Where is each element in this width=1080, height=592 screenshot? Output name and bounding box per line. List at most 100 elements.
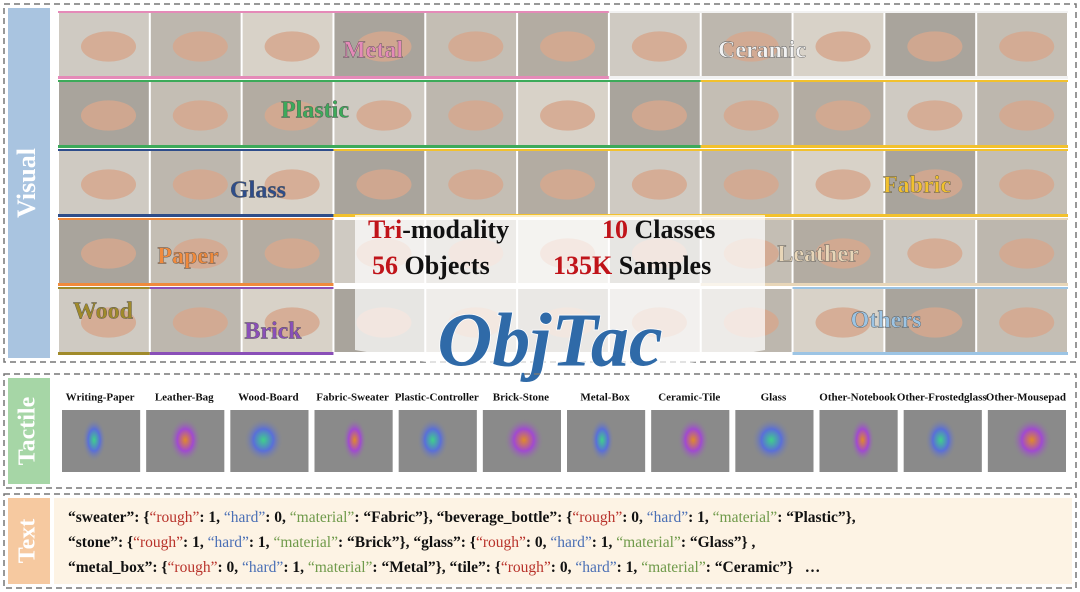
token: : 1, xyxy=(688,509,713,526)
stat-highlight: 135K xyxy=(553,251,613,280)
hand xyxy=(723,169,779,200)
token: : { xyxy=(118,534,133,551)
token: : { xyxy=(152,559,167,576)
token: : 0, xyxy=(551,559,576,576)
token: : { xyxy=(557,509,572,526)
hand xyxy=(264,100,320,131)
token: : “Plastic”}, xyxy=(777,509,856,526)
panel-label: Text xyxy=(15,519,41,563)
class-bar xyxy=(700,145,1068,148)
token: “rough” xyxy=(501,559,551,576)
token: : 1, xyxy=(183,534,208,551)
sample-label: Fabric-Sweater xyxy=(316,392,389,404)
hand xyxy=(815,100,871,131)
dataset-title: ObjTac xyxy=(437,298,662,382)
hand xyxy=(999,31,1055,62)
token: “beverage_bottle” xyxy=(437,509,558,526)
token: : { xyxy=(134,509,149,526)
token: “rough” xyxy=(572,509,622,526)
token: : “Metal”}, xyxy=(372,559,449,576)
class-bar xyxy=(58,283,334,286)
hand xyxy=(172,307,228,338)
tactile-blob xyxy=(677,418,710,462)
class-bar xyxy=(700,283,1068,286)
class-label: Metal xyxy=(343,38,403,64)
hand xyxy=(448,100,504,131)
class-bar xyxy=(58,76,609,79)
stat: 10 Classes xyxy=(602,215,715,244)
hand xyxy=(540,169,596,200)
token: : 1, xyxy=(592,534,617,551)
hand xyxy=(448,31,504,62)
hand xyxy=(448,169,504,200)
token: “material” xyxy=(290,509,355,526)
hand xyxy=(815,169,871,200)
class-bar xyxy=(700,218,1068,220)
class-bar xyxy=(58,11,609,13)
sample-label: Other-Mousepad xyxy=(986,392,1066,404)
hand xyxy=(815,307,871,338)
stat: Tri-modality xyxy=(368,215,509,244)
class-bar xyxy=(58,80,701,82)
hand xyxy=(907,169,963,200)
token: “rough” xyxy=(476,534,526,551)
tactile-samples: Writing-Paper Leather-Bag Wood-Board Fabric… xyxy=(62,392,1066,472)
hand xyxy=(907,100,963,131)
class-bar xyxy=(58,214,334,217)
class-label: Fabric xyxy=(883,173,951,199)
class-bar xyxy=(149,352,334,355)
hand xyxy=(631,100,687,131)
tactile-strip xyxy=(8,378,50,484)
hand xyxy=(80,100,137,131)
stat-highlight: 10 xyxy=(602,215,628,244)
token: “metal_box” xyxy=(68,559,153,576)
class-bar xyxy=(58,287,150,289)
visual-strip xyxy=(8,8,50,358)
class-labels: Metal Ceramic Plastic Glass Fabric Paper Leath… xyxy=(73,37,952,344)
stat-text: Classes xyxy=(628,215,715,244)
class-bar xyxy=(58,149,334,151)
token: : “Ceramic”} … xyxy=(706,559,821,576)
tactile-blob xyxy=(924,418,957,462)
panel-label: Tactile xyxy=(15,396,41,465)
token: “hard” xyxy=(224,509,265,526)
token: “glass” xyxy=(413,534,461,551)
hand xyxy=(172,100,228,131)
token: : “Fabric”}, xyxy=(354,509,436,526)
class-bar xyxy=(792,287,1068,289)
overlay xyxy=(355,215,765,385)
token: : 0, xyxy=(526,534,551,551)
class-bar xyxy=(58,218,334,220)
sample-label: Other-Notebook xyxy=(819,392,896,404)
token: “rough” xyxy=(168,559,218,576)
token: “rough” xyxy=(133,534,183,551)
hand xyxy=(999,307,1055,338)
token: “material” xyxy=(308,559,373,576)
class-label: Ceramic xyxy=(718,38,806,64)
sample-label: Writing-Paper xyxy=(66,392,135,404)
stat: 56 Objects xyxy=(372,251,490,280)
hand xyxy=(999,100,1055,131)
text-line: “stone”: {“rough”: 1, “hard”: 1, “materi… xyxy=(68,534,756,551)
hand xyxy=(264,31,320,62)
hand xyxy=(356,100,412,131)
token: “hard” xyxy=(242,559,283,576)
token: “material” xyxy=(713,509,778,526)
class-label: Plastic xyxy=(281,98,349,124)
text-line: “sweater”: {“rough”: 1, “hard”: 0, “mate… xyxy=(68,509,856,526)
token: : 1, xyxy=(199,509,224,526)
text-panel xyxy=(3,493,1077,589)
hand xyxy=(80,238,137,269)
hand xyxy=(264,307,320,338)
sample-label: Other-Frostedglass xyxy=(897,392,988,404)
text-bg xyxy=(54,498,1072,584)
hand xyxy=(815,31,871,62)
tactile-blob xyxy=(169,418,202,462)
sample-label: Metal-Box xyxy=(580,392,630,404)
token: “hard” xyxy=(575,559,616,576)
tactile-blob xyxy=(243,418,284,462)
token: “hard” xyxy=(550,534,591,551)
hand xyxy=(723,100,779,131)
token: : 1, xyxy=(617,559,642,576)
